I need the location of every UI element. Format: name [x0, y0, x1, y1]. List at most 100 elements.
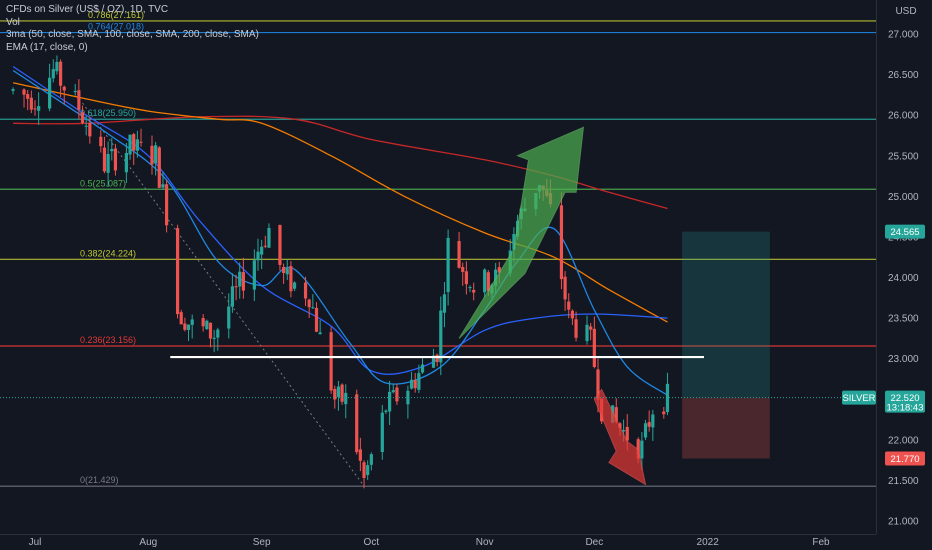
price-tick-label: 26.000: [888, 111, 919, 122]
candle-body: [314, 307, 319, 332]
fib-label: 0(21.429): [80, 475, 119, 485]
candle-body: [132, 134, 136, 151]
candle-body: [333, 388, 337, 400]
candle-body: [175, 228, 180, 315]
candle-body: [73, 90, 77, 93]
candle-body: [625, 426, 629, 441]
candle-body: [592, 328, 596, 368]
candle-body: [106, 153, 110, 173]
candle-body: [135, 139, 139, 151]
candle-body: [263, 245, 267, 247]
candle-body: [55, 61, 59, 72]
candle-body: [303, 282, 308, 299]
candle-body: [366, 465, 370, 475]
candle-body: [311, 307, 315, 309]
candle-body: [362, 462, 366, 478]
price-tag-label: 21.770: [890, 454, 919, 465]
price-tick-label: 25.000: [888, 192, 919, 203]
candle-body: [208, 322, 213, 339]
ema17-line: [12, 69, 668, 396]
candle-body: [227, 306, 231, 329]
candle-body: [409, 379, 414, 389]
candle-body: [154, 145, 158, 164]
candle-body: [468, 287, 472, 289]
candle-body: [563, 276, 567, 300]
fib-label: 0.236(23.156): [80, 335, 136, 345]
candle-body: [651, 414, 655, 428]
candle-body: [589, 326, 593, 330]
candle-body: [559, 205, 564, 280]
legend-title: CFDs on Silver (US$ / OZ), 1D, TVC: [6, 4, 169, 15]
candle-body: [33, 108, 37, 110]
price-tick-label: 24.000: [888, 273, 919, 284]
candle-body: [585, 324, 589, 342]
candle-body: [431, 355, 436, 368]
candle-body: [614, 407, 618, 422]
candle-body: [494, 269, 498, 286]
candle-body: [77, 90, 81, 110]
time-tick-label: Jul: [29, 537, 42, 548]
legend-vol: Vol: [6, 16, 20, 28]
candle-body: [88, 122, 92, 137]
candle-body: [442, 294, 447, 313]
time-tick-label: Oct: [364, 537, 380, 548]
candle-body: [260, 246, 264, 255]
price-tag-label: 24.565: [890, 227, 919, 238]
candle-body: [358, 449, 362, 461]
candle-body: [461, 266, 465, 272]
price-tick-label: 21.000: [888, 517, 919, 528]
price-tag: [885, 451, 925, 466]
candle-body: [128, 134, 132, 155]
candle-body: [278, 225, 282, 265]
sma100-line: [12, 82, 668, 323]
candle-body: [234, 286, 238, 288]
currency-label: USD: [895, 6, 916, 17]
candle-body: [457, 241, 461, 268]
candle-body: [201, 318, 205, 327]
candle-body: [662, 411, 666, 415]
candle-body: [150, 145, 154, 165]
candle-body: [640, 440, 644, 459]
candle-body: [139, 141, 143, 143]
candle-body: [216, 329, 220, 338]
candle-body: [252, 260, 256, 290]
candle-body: [157, 147, 161, 188]
candle-body: [289, 266, 293, 292]
candle-body: [212, 337, 216, 339]
candle-body: [58, 61, 63, 86]
legend-ema: EMA (17, close, 0): [6, 41, 88, 53]
candle-body: [643, 423, 648, 438]
price-tick-label: 21.500: [888, 476, 919, 487]
candle-body: [11, 89, 15, 91]
candle-body: [570, 310, 575, 319]
candle-body: [22, 89, 26, 95]
candle-body: [186, 324, 191, 330]
candle-body: [413, 380, 417, 389]
candle-body: [355, 394, 359, 453]
candle-body: [113, 148, 118, 171]
candle-body: [285, 268, 289, 275]
candle-body: [190, 319, 194, 325]
last-price-tag: [885, 390, 925, 413]
candle-body: [26, 94, 30, 99]
candle-body: [636, 439, 640, 459]
candle-body: [406, 390, 410, 405]
candle-body: [84, 125, 88, 127]
candle-body: [183, 323, 187, 330]
time-axis: Jul Aug Sep Oct Nov Dec 2022 Feb: [0, 534, 932, 550]
candle-body: [51, 69, 55, 79]
candle-body: [395, 387, 399, 402]
candle-body: [647, 422, 651, 427]
time-tick-label: Dec: [585, 537, 603, 548]
countdown-label: 13:18:43: [887, 403, 924, 414]
candle-body: [574, 319, 578, 338]
candle-body: [380, 412, 384, 453]
candle-body: [420, 364, 425, 373]
candle-body: [281, 266, 286, 274]
candle-body: [318, 332, 322, 335]
price-tick-label: 26.500: [888, 70, 919, 81]
time-tick-label: Feb: [812, 537, 830, 548]
candle-body: [439, 310, 443, 363]
